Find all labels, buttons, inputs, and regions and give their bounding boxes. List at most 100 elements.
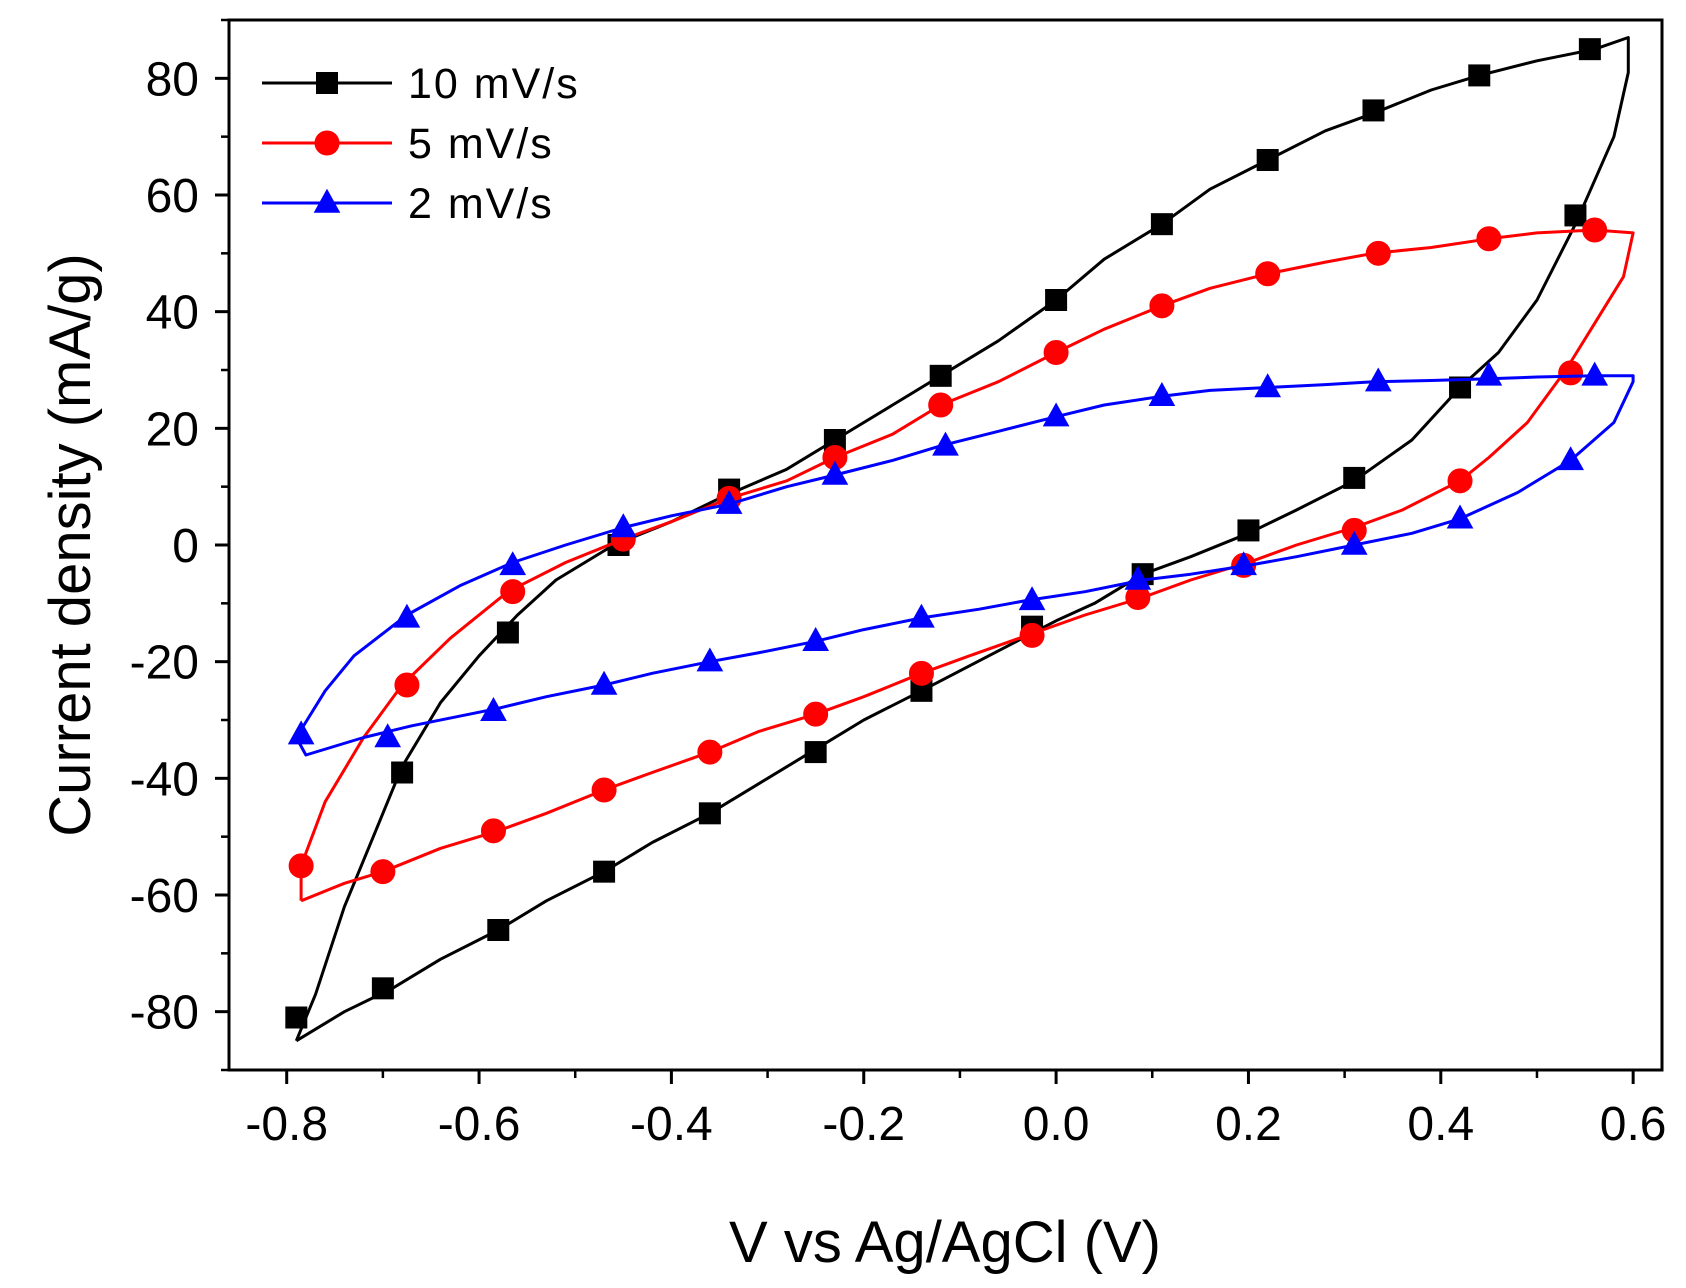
data-point — [1564, 204, 1587, 227]
x-tick-label: -0.4 — [630, 1098, 713, 1151]
data-point — [1124, 565, 1152, 590]
data-point — [480, 697, 507, 721]
y-tick-label: 60 — [146, 170, 199, 223]
data-point — [715, 489, 743, 514]
data-point — [288, 853, 314, 879]
y-tick-label: 0 — [172, 520, 199, 573]
data-point — [500, 579, 526, 605]
data-point — [480, 818, 506, 844]
data-point — [1447, 468, 1473, 494]
y-tick-label: -60 — [130, 870, 199, 923]
x-tick-label: -0.6 — [438, 1098, 521, 1151]
y-tick-label: -40 — [130, 753, 199, 806]
data-point — [802, 627, 830, 651]
y-tick-label: 40 — [146, 287, 199, 340]
data-point — [1362, 99, 1385, 122]
data-point — [821, 460, 849, 485]
y-axis-title: Current density (mA/g) — [38, 253, 103, 836]
data-point — [1446, 504, 1474, 529]
data-point — [1340, 530, 1368, 555]
legend-item: 2 mV/s — [262, 180, 554, 228]
data-point — [496, 621, 519, 644]
data-point — [1042, 402, 1070, 427]
y-tick-label: 80 — [146, 53, 199, 106]
data-point — [932, 431, 959, 456]
plot-frame — [227, 18, 1664, 1072]
data-point — [1365, 240, 1391, 266]
legend-label: 2 mV/s — [408, 180, 554, 228]
data-point — [908, 660, 934, 686]
data-point — [803, 701, 829, 727]
legend-marker — [316, 72, 338, 94]
data-point — [1343, 466, 1366, 489]
data-point — [1043, 340, 1069, 365]
data-point — [393, 603, 421, 628]
x-axis-title: V vs Ag/AgCl (V) — [729, 1210, 1161, 1275]
y-tick-label: -20 — [130, 637, 199, 690]
data-point — [1019, 622, 1045, 648]
legend-label: 5 mV/s — [408, 120, 554, 168]
data-point — [1475, 361, 1503, 386]
data-point — [499, 551, 527, 576]
data-point — [1256, 149, 1279, 171]
data-point — [1018, 586, 1046, 611]
data-point — [609, 513, 637, 538]
data-point — [1468, 64, 1491, 87]
legend-item: 10 mV/s — [262, 60, 580, 108]
series-2 — [287, 361, 1635, 757]
data-point — [1230, 551, 1257, 576]
x-tick-label: 0.6 — [1600, 1098, 1667, 1151]
data-point — [591, 777, 617, 803]
series-line — [294, 374, 1635, 757]
data-point — [593, 860, 616, 883]
data-point — [1237, 519, 1260, 542]
y-tick-label: -80 — [130, 987, 199, 1040]
data-point — [1578, 38, 1601, 61]
data-point — [374, 723, 402, 748]
series-1 — [288, 217, 1635, 903]
data-point — [1149, 293, 1175, 319]
data-point — [371, 977, 394, 1000]
legend: 10 mV/s 5 mV/s 2 mV/s — [262, 60, 580, 228]
y-tick-label: 20 — [146, 403, 199, 456]
data-point — [929, 364, 952, 387]
data-point — [1581, 361, 1609, 386]
data-point — [287, 720, 315, 745]
y-axis-ticks: -80 -60 -40 -20 0 20 40 60 80 — [130, 18, 229, 1072]
x-tick-label: 0.4 — [1407, 1098, 1474, 1151]
data-point — [370, 859, 396, 885]
series-layer — [285, 36, 1635, 1043]
data-point — [1254, 373, 1282, 398]
legend-item: 5 mV/s — [262, 120, 554, 168]
data-point — [1364, 367, 1392, 392]
legend-marker — [313, 188, 341, 213]
data-point — [391, 761, 414, 784]
data-point — [1449, 376, 1472, 399]
data-point — [928, 392, 954, 418]
data-point — [1558, 360, 1584, 386]
data-point — [908, 603, 935, 628]
data-point — [1045, 289, 1068, 311]
data-point — [698, 802, 721, 825]
x-axis-ticks: -0.8 -0.6 -0.4 -0.2 0.0 0.2 0.4 0.6 — [245, 1070, 1667, 1151]
data-point — [590, 670, 618, 695]
data-point — [696, 647, 724, 672]
data-point — [487, 919, 510, 941]
data-point — [1582, 217, 1608, 243]
data-point — [1255, 261, 1281, 287]
data-point — [1148, 382, 1176, 406]
data-point — [1557, 446, 1584, 471]
data-point — [1150, 213, 1173, 236]
series-line — [299, 228, 1635, 903]
data-point — [285, 1006, 308, 1029]
data-point — [697, 739, 723, 765]
x-tick-label: 0.2 — [1215, 1098, 1282, 1151]
data-point — [1476, 226, 1502, 252]
data-point — [804, 741, 827, 764]
legend-marker — [314, 130, 340, 156]
legend-label: 10 mV/s — [408, 60, 580, 108]
x-tick-label: -0.2 — [822, 1098, 905, 1151]
x-tick-label: 0.0 — [1023, 1098, 1090, 1151]
